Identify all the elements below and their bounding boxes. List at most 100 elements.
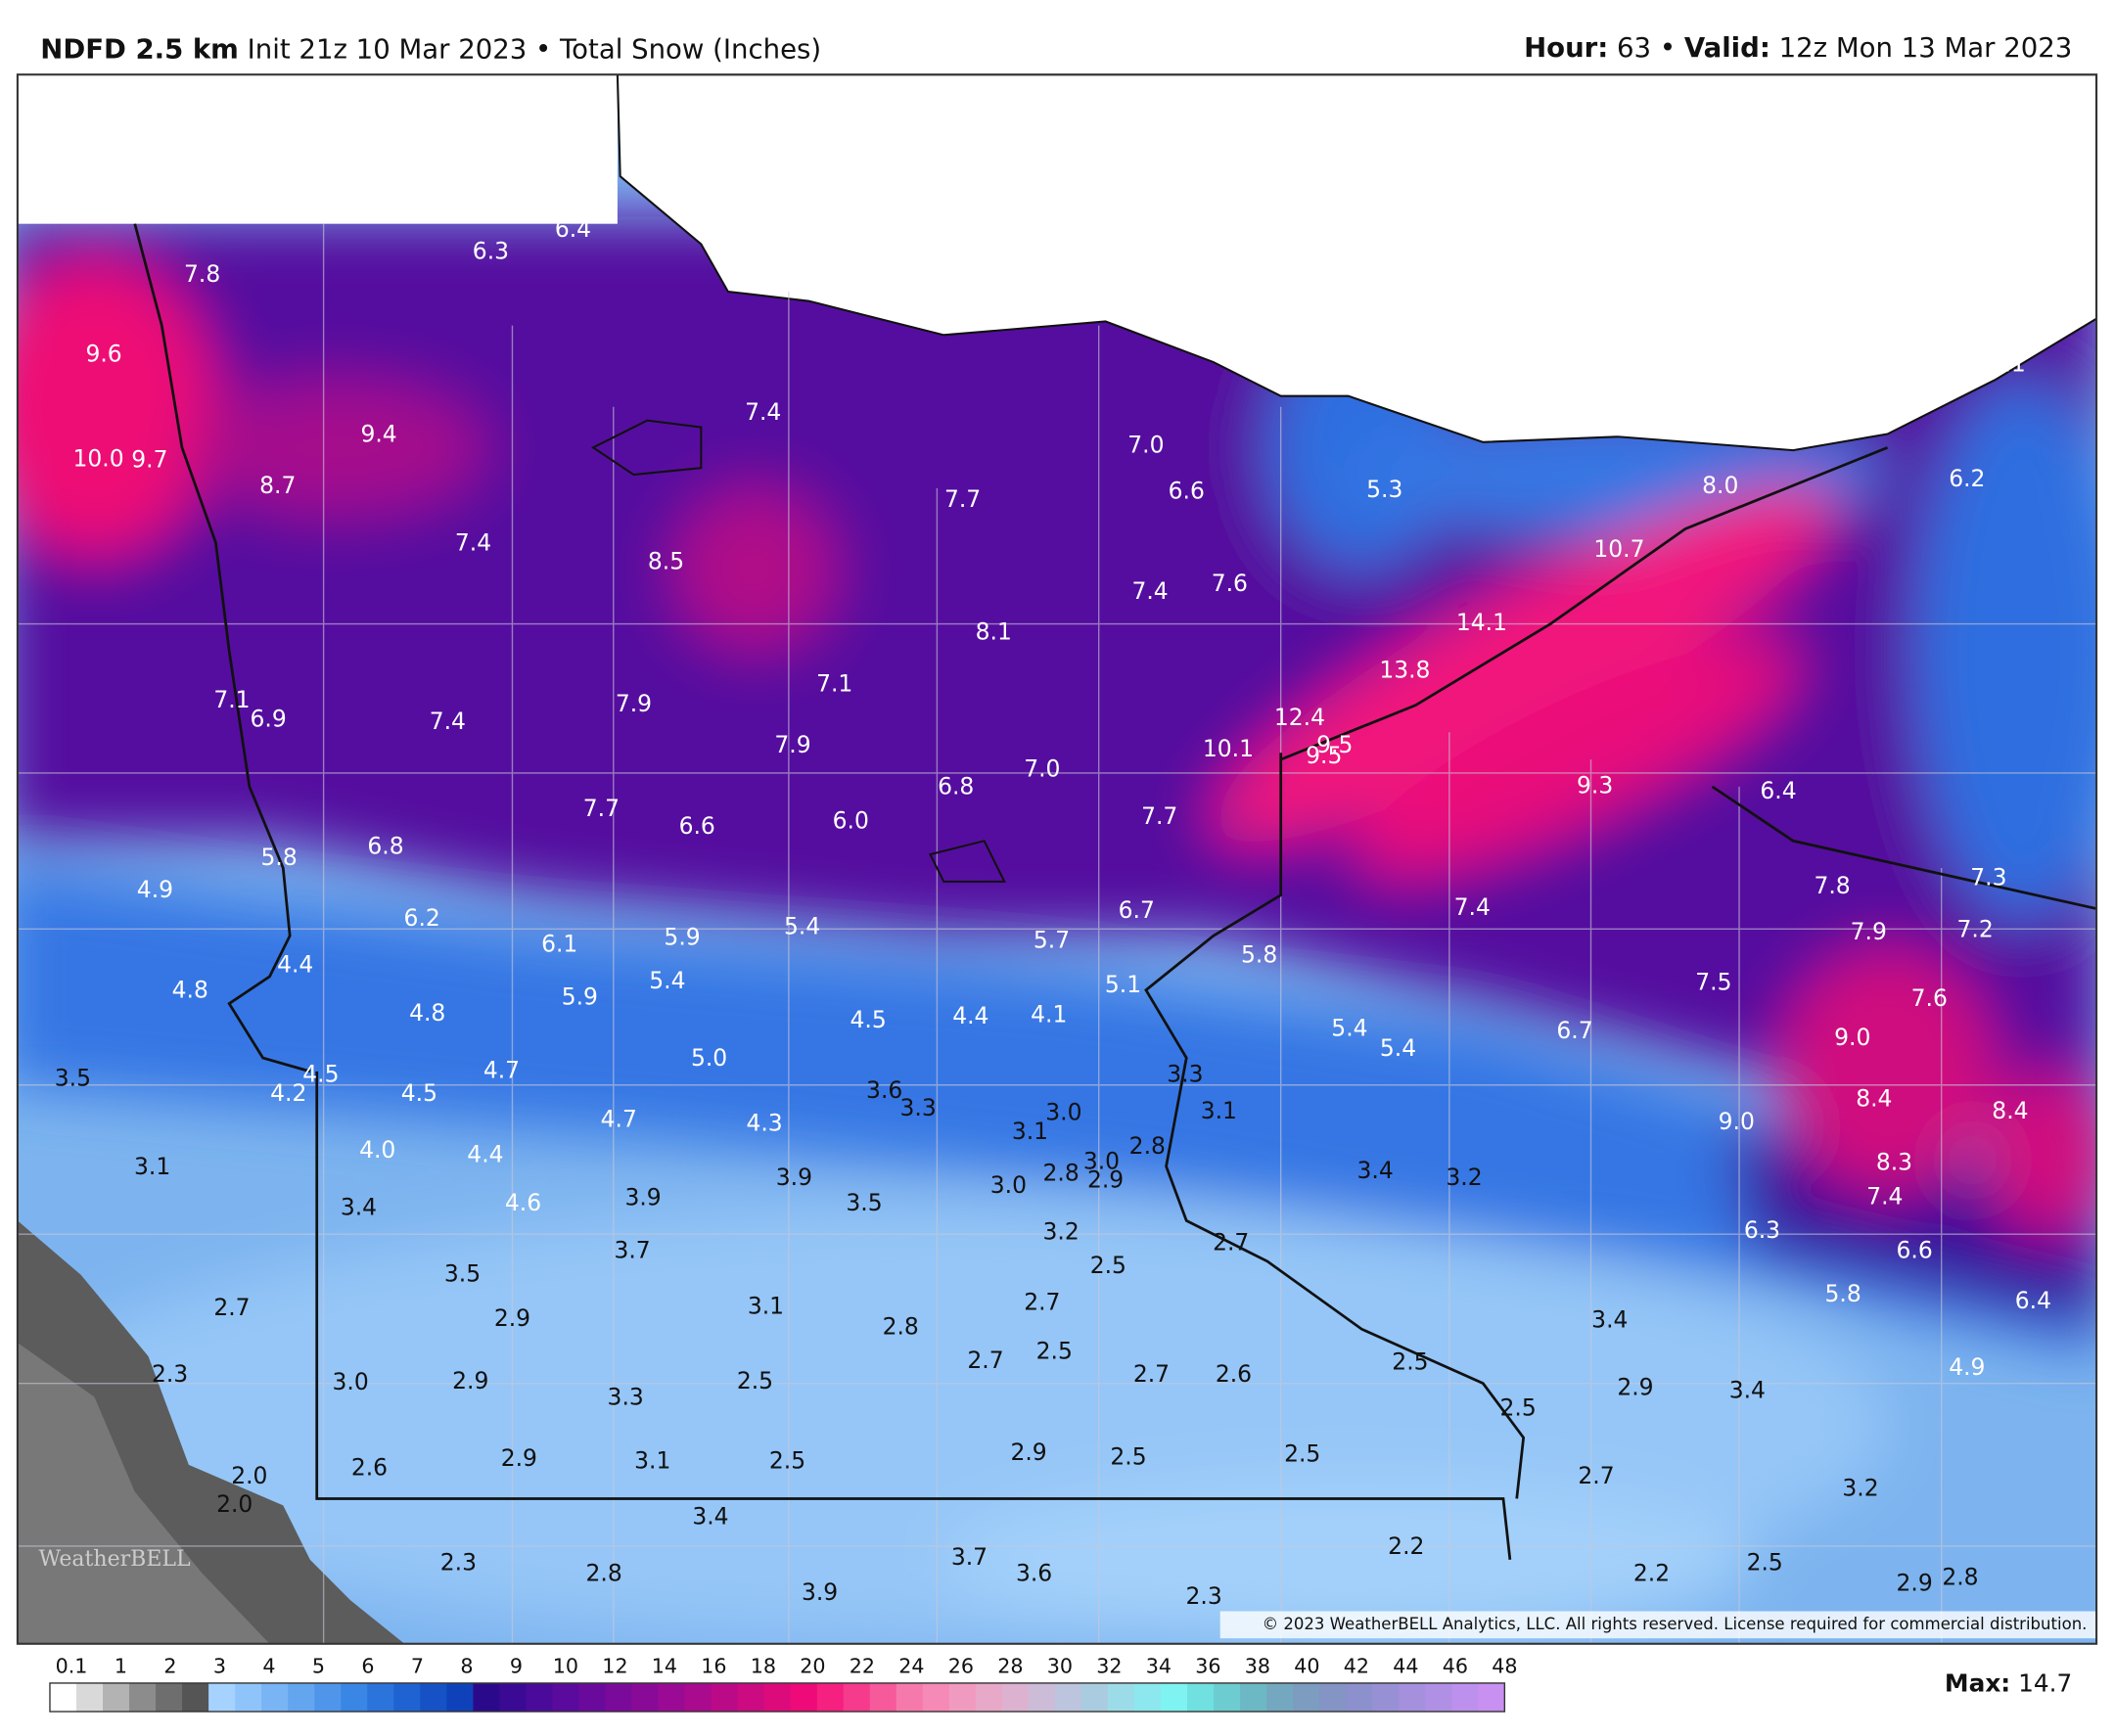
- snow-label: 7.0: [1127, 431, 1164, 458]
- snow-label: 3.3: [1167, 1061, 1203, 1088]
- sep: •: [1660, 31, 1676, 64]
- colorbar-cell: [711, 1682, 739, 1713]
- colorbar-cell: [1319, 1682, 1347, 1713]
- snow-label: 2.8: [1129, 1132, 1166, 1160]
- snow-label: 7.1: [816, 669, 852, 697]
- colorbar-cell: [420, 1682, 448, 1713]
- snow-label: 2.5: [1392, 1348, 1428, 1375]
- colorbar-label: 12: [602, 1654, 627, 1677]
- snow-label: 5.8: [1825, 1280, 1861, 1307]
- snow-label: 9.0: [1834, 1024, 1870, 1051]
- snow-label: 4.9: [137, 876, 173, 903]
- colorbar-cell: [1266, 1682, 1294, 1713]
- snow-label: 6.6: [1169, 478, 1205, 505]
- snow-label: 7.4: [1131, 577, 1168, 605]
- map: WeatherBELL © 2023 WeatherBELL Analytics…: [17, 74, 2097, 1644]
- snow-label: 6.7: [1119, 896, 1155, 924]
- valid-label: Valid:: [1684, 31, 1770, 64]
- snow-label: 5.4: [1331, 1014, 1367, 1041]
- snow-label: 9.5: [1316, 731, 1353, 758]
- snow-label: 4.7: [483, 1056, 520, 1083]
- snow-label: 3.1: [748, 1292, 784, 1319]
- colorbar-cell: [816, 1682, 845, 1713]
- snow-label: 8.7: [259, 472, 296, 499]
- snow-label: 2.8: [1043, 1160, 1080, 1187]
- colorbar-label: 1: [115, 1654, 127, 1677]
- snow-label: 2.7: [1213, 1228, 1249, 1256]
- colorbar-label: 48: [1492, 1654, 1517, 1677]
- colorbar-cell: [341, 1682, 368, 1713]
- colorbar-cell: [314, 1682, 342, 1713]
- snow-label: 2.0: [231, 1462, 267, 1489]
- snow-label: 6.6: [1897, 1237, 1933, 1264]
- snow-label: 7.9: [616, 690, 652, 717]
- colorbar-cell: [182, 1682, 209, 1713]
- snow-label: 2.3: [152, 1360, 188, 1388]
- snow-label: 7.6: [1911, 984, 1948, 1012]
- colorbar-cell: [367, 1682, 394, 1713]
- colorbar-label: 3: [213, 1654, 226, 1677]
- snow-label: 5.8: [261, 844, 298, 871]
- colorbar-cell: [288, 1682, 315, 1713]
- colorbar-label: 10: [553, 1654, 578, 1677]
- snow-label: 2.5: [1747, 1548, 1783, 1576]
- colorbar-cell: [156, 1682, 183, 1713]
- snow-label: 6.8: [938, 773, 974, 800]
- snow-label: 5.9: [562, 983, 598, 1011]
- colorbar-cell: [1451, 1682, 1480, 1713]
- snow-label: 6.3: [473, 237, 509, 264]
- snow-label: 5.8: [1241, 941, 1277, 969]
- colorbar-cell: [1028, 1682, 1056, 1713]
- snow-label: 3.3: [900, 1094, 937, 1121]
- colorbar-cell: [1346, 1682, 1373, 1713]
- snow-label: 4.3: [746, 1109, 782, 1136]
- snow-label: 7.7: [583, 795, 620, 822]
- colorbar-cell: [948, 1682, 977, 1713]
- snow-label: 7.0: [1024, 755, 1060, 783]
- snow-label: 2.8: [883, 1312, 919, 1340]
- colorbar-label: 16: [701, 1654, 726, 1677]
- snow-label: 2.7: [1578, 1462, 1614, 1489]
- snow-label: 10.1: [1203, 735, 1254, 762]
- colorbar-cell: [473, 1682, 501, 1713]
- colorbar-label: 32: [1096, 1654, 1122, 1677]
- snow-label: 4.7: [601, 1105, 637, 1132]
- snow-label: 3.2: [1446, 1164, 1482, 1191]
- snow-label: 2.6: [1216, 1360, 1252, 1388]
- snow-label: 4.4: [277, 950, 313, 978]
- sep: •: [535, 32, 551, 65]
- snow-label: 2.9: [501, 1444, 537, 1472]
- snow-label: 2.8: [1942, 1564, 1978, 1591]
- colorbar-cell: [1187, 1682, 1215, 1713]
- colorbar-cell: [499, 1682, 528, 1713]
- snow-label: 2.5: [1500, 1393, 1537, 1421]
- colorbar-cell: [843, 1682, 871, 1713]
- snow-label: 3.6: [866, 1076, 902, 1104]
- snow-label: 2.5: [1036, 1337, 1073, 1364]
- snow-label: 3.4: [341, 1193, 377, 1220]
- snow-label: 2.2: [1633, 1560, 1670, 1587]
- colorbar-label: 9: [510, 1654, 523, 1677]
- map-labels: 7.86.36.49.69.47.410.0 9.78.77.06.67.7 5.3…: [55, 215, 2051, 1610]
- snow-label: 3.2: [1842, 1474, 1878, 1501]
- colorbar-label: 38: [1245, 1654, 1270, 1677]
- snow-label: 14.1: [1456, 609, 1507, 636]
- snow-label: 6.8: [367, 833, 403, 860]
- snow-label: 2.7: [1024, 1288, 1060, 1315]
- colorbar-cell: [922, 1682, 950, 1713]
- snow-label: 5.9: [664, 924, 700, 951]
- snow-label: 4.4: [467, 1140, 503, 1167]
- snow-label: 3.1: [1012, 1118, 1048, 1145]
- snow-label: 2.5: [1090, 1252, 1126, 1279]
- colorbar-label: 0.1: [56, 1654, 88, 1677]
- colorbar-cell: [578, 1682, 607, 1713]
- snow-label: 8.4: [1992, 1097, 2028, 1124]
- colorbar-cell: [1399, 1682, 1426, 1713]
- colorbar-label: 7: [411, 1654, 424, 1677]
- snow-label: 2.7: [967, 1347, 1003, 1374]
- snow-label: 6.6: [679, 812, 715, 840]
- snow-label: 3.4: [692, 1502, 728, 1530]
- snow-label: 7.9: [1851, 918, 1887, 945]
- colorbar-cell: [684, 1682, 712, 1713]
- snow-label: 2.6: [351, 1453, 388, 1481]
